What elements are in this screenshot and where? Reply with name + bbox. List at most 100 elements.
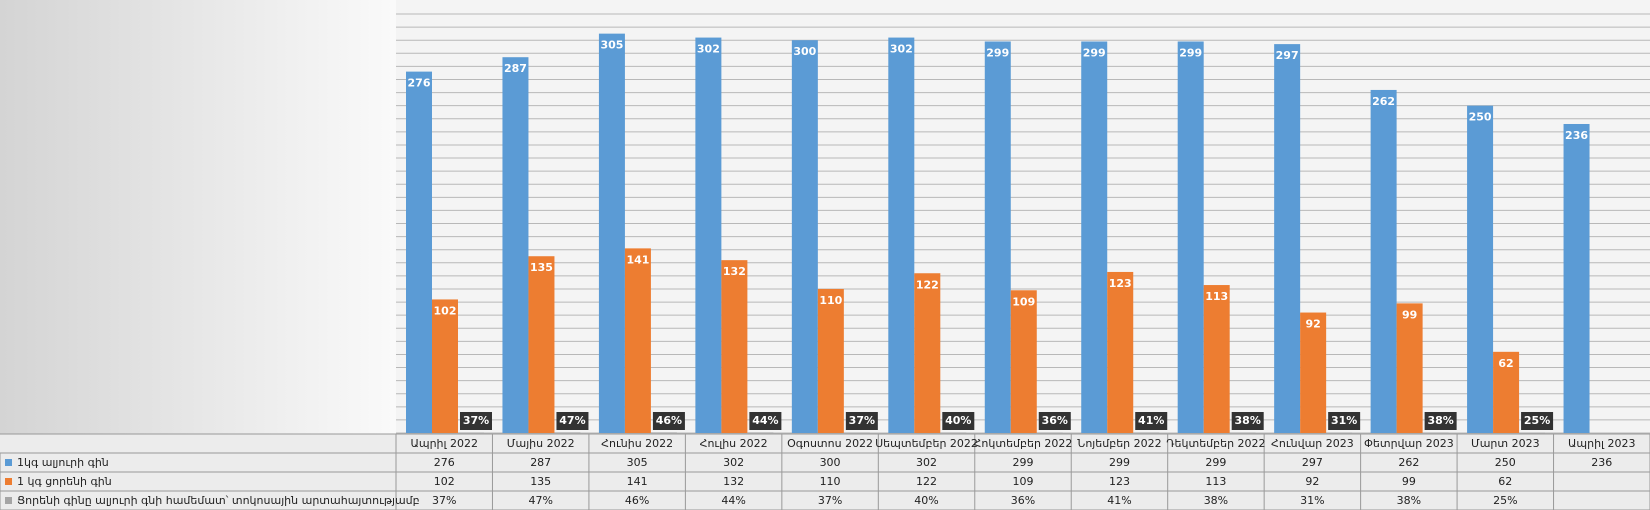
- data-label-box: [556, 412, 589, 430]
- data-label-box: [1231, 412, 1264, 430]
- data-label: 36%: [1042, 414, 1068, 427]
- table-cell: 135: [530, 475, 551, 488]
- table-cell: 102: [434, 475, 455, 488]
- table-cell: 38%: [1397, 494, 1421, 507]
- table-cell: 37%: [432, 494, 456, 507]
- bar: [1563, 123, 1590, 434]
- data-label: 25%: [1524, 414, 1550, 427]
- table-cell: 46%: [625, 494, 649, 507]
- data-label: 276: [408, 77, 431, 90]
- table-cell: 276: [434, 456, 455, 469]
- data-label: 302: [890, 43, 913, 56]
- x-tick-label: Սեպտեմբեր 2022: [875, 437, 978, 450]
- data-label-box: [845, 412, 878, 430]
- data-label: 300: [793, 45, 816, 58]
- bar: [1036, 432, 1063, 434]
- legend-label: 1կգ ալյուրի գին: [17, 456, 109, 469]
- data-label: 37%: [463, 414, 489, 427]
- table-cell: 300: [820, 456, 841, 469]
- bar: [432, 299, 458, 433]
- data-label-box: [942, 412, 975, 430]
- data-label: 109: [1012, 295, 1035, 308]
- data-label: 41%: [1138, 414, 1164, 427]
- legend-label: Ցորենի գինը ալյուրի գնի համեմատ՝ տոկոսայ…: [17, 494, 420, 507]
- bar: [1396, 303, 1423, 433]
- table-cell: 305: [627, 456, 648, 469]
- bar: [1177, 41, 1204, 433]
- bar: [695, 37, 722, 433]
- bar: [1107, 271, 1134, 433]
- table-cell: 236: [1591, 456, 1612, 469]
- table-cell: 62: [1498, 475, 1512, 488]
- bar: [843, 432, 870, 434]
- data-label: 305: [600, 39, 623, 52]
- table-cell: 41%: [1107, 494, 1131, 507]
- table-cell: 302: [723, 456, 744, 469]
- table-cell: 302: [916, 456, 937, 469]
- table-cell: 299: [1013, 456, 1034, 469]
- bar: [1081, 41, 1108, 433]
- data-label-box: [749, 412, 782, 430]
- data-label: 38%: [1235, 414, 1261, 427]
- x-tick-label: Նոյեմբեր 2022: [1077, 437, 1161, 450]
- data-label-box: [1424, 412, 1457, 430]
- data-label: 102: [434, 304, 457, 317]
- bar: [1370, 89, 1397, 433]
- table-cell: 287: [530, 456, 551, 469]
- data-label: 99: [1402, 308, 1417, 321]
- data-label: 123: [1109, 277, 1132, 290]
- x-tick-label: Մարտ 2023: [1471, 437, 1540, 450]
- bar: [1422, 432, 1449, 434]
- data-label: 92: [1305, 318, 1320, 331]
- table-cell: 122: [916, 475, 937, 488]
- bar: [1133, 432, 1160, 433]
- data-label: 110: [819, 294, 842, 307]
- data-label-box: [1328, 412, 1361, 430]
- bar: [458, 432, 484, 434]
- table-cell: 132: [723, 475, 744, 488]
- data-label: 38%: [1427, 414, 1453, 427]
- bar: [747, 432, 774, 433]
- data-label-box: [460, 412, 492, 430]
- x-tick-label: Ապրիլ 2022: [410, 437, 478, 450]
- data-label: 31%: [1331, 414, 1357, 427]
- x-tick-label: Հուլիս 2022: [700, 437, 768, 450]
- table-cell: 299: [1109, 456, 1130, 469]
- table-cell: 37%: [818, 494, 842, 507]
- data-label: 299: [1083, 46, 1106, 59]
- data-label: 113: [1205, 290, 1228, 303]
- data-label: 62: [1498, 357, 1513, 370]
- legend-label: 1 կգ ցորենի գին: [17, 475, 112, 488]
- bar: [1300, 312, 1327, 433]
- table-cell: 92: [1305, 475, 1319, 488]
- data-label: 46%: [656, 414, 682, 427]
- bar: [984, 41, 1011, 433]
- bar: [1010, 290, 1037, 433]
- data-label: 44%: [752, 414, 778, 427]
- bar: [406, 71, 432, 434]
- data-label: 250: [1469, 111, 1492, 124]
- bar: [624, 248, 651, 433]
- table-cell: 299: [1205, 456, 1226, 469]
- table-cell: 40%: [914, 494, 938, 507]
- data-label: 236: [1565, 129, 1588, 142]
- data-label: 47%: [559, 414, 585, 427]
- table-cell: 123: [1109, 475, 1130, 488]
- bar: [791, 40, 818, 433]
- data-label: 297: [1276, 49, 1299, 62]
- data-label: 122: [916, 278, 939, 291]
- bar: [1493, 351, 1520, 433]
- table-cell: 297: [1302, 456, 1323, 469]
- x-tick-label: Փետրվար 2023: [1364, 437, 1454, 450]
- data-label-box: [652, 412, 685, 430]
- bar: [1519, 432, 1546, 434]
- table-cell: 250: [1495, 456, 1516, 469]
- bar: [1229, 432, 1256, 434]
- bar: [528, 256, 555, 433]
- x-tick-label: Ապրիլ 2023: [1568, 437, 1636, 450]
- table-cell: 36%: [1011, 494, 1035, 507]
- bar: [817, 288, 844, 433]
- bar: [1326, 432, 1353, 434]
- bar: [1274, 44, 1301, 433]
- table-cell: 110: [820, 475, 841, 488]
